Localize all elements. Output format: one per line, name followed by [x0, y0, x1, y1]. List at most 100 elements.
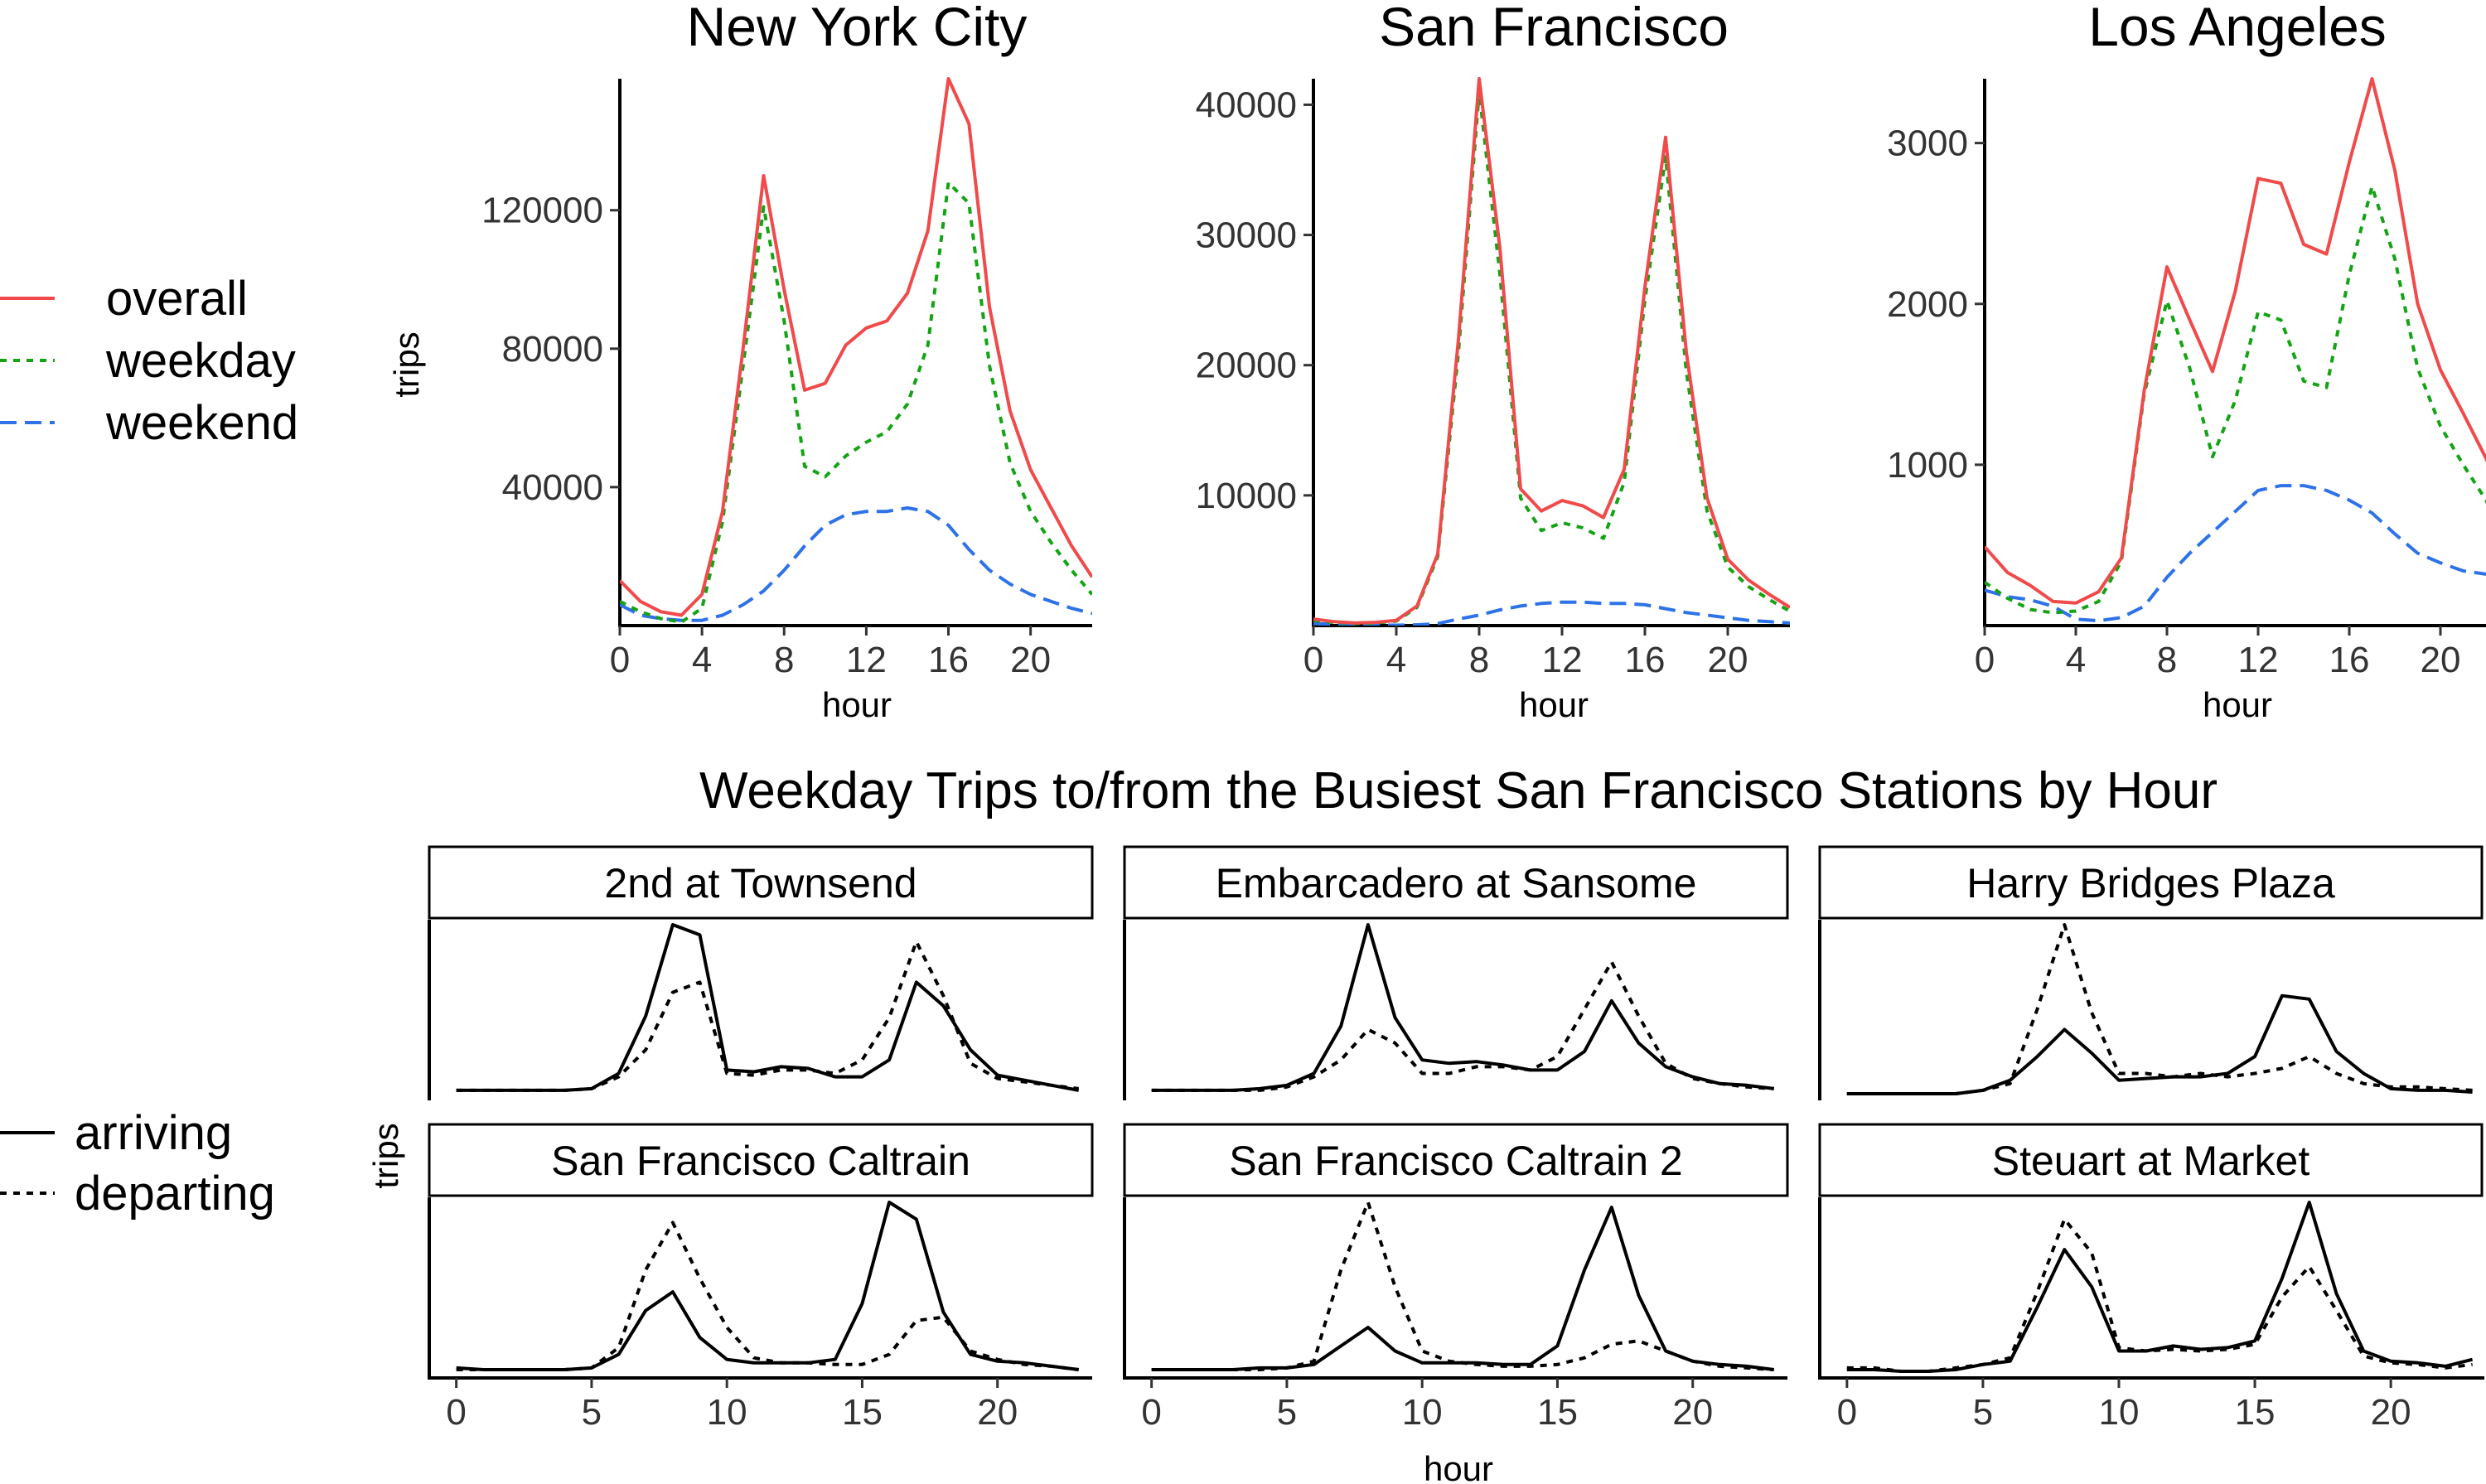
- strip-label: 2nd at Townsend: [604, 860, 917, 906]
- y-tick-label: 40000: [502, 467, 603, 508]
- x-tick-label: 20: [2421, 640, 2461, 680]
- x-tick-label: 0: [1303, 640, 1323, 680]
- y-tick-label: 2000: [1887, 284, 1968, 325]
- panel-la: 0 4 8 12 16 20 1000 2000 3000: [1887, 77, 2486, 680]
- xlabel-sf: hour: [1519, 685, 1589, 724]
- x-tick-label: 0: [1141, 1392, 1161, 1433]
- strip-box: [428, 1123, 1094, 1197]
- panel-title-nyc: New York City: [687, 0, 1028, 57]
- strip-box: [1123, 845, 1789, 920]
- series-line-arriving: [1151, 923, 1774, 1092]
- series-line-arriving: [1846, 993, 2473, 1095]
- x-tick-label: 5: [1277, 1392, 1297, 1433]
- x-tick-label: 20: [2371, 1392, 2411, 1433]
- x-tick-label: 8: [1469, 640, 1489, 680]
- series-line-departing: [1151, 960, 1774, 1092]
- facet-2nd-at-townsend: 2nd at Townsend: [428, 845, 1094, 1100]
- facet-harry-bridges-plaza: Harry Bridges Plaza: [1818, 845, 2484, 1100]
- series-line-overall: [1985, 77, 2486, 605]
- strip-label: San Francisco Caltrain 2: [1229, 1138, 1682, 1184]
- y-tick-label: 30000: [1196, 215, 1297, 256]
- series-line-arriving: [456, 1201, 1079, 1371]
- series-line-departing: [1846, 923, 2473, 1095]
- x-tick-label: 20: [1010, 640, 1051, 680]
- x-tick-label: 0: [446, 1392, 466, 1433]
- x-tick-label: 5: [582, 1392, 602, 1433]
- panel-nyc: 0 4 8 12 16 20 40000 80000 120000: [481, 77, 1092, 680]
- strip-label: Steuart at Market: [1992, 1138, 2310, 1184]
- series-line-weekday: [620, 181, 1092, 624]
- series-line-overall: [620, 77, 1092, 617]
- series-line-weekend: [1313, 600, 1790, 626]
- series-line-arriving: [1846, 1201, 2474, 1373]
- xlabel-bottom: hour: [1424, 1449, 1493, 1484]
- bottom-title: Weekday Trips to/from the Busiest San Fr…: [699, 762, 2218, 819]
- x-tick-label: 12: [1542, 640, 1583, 680]
- panel-title-la: Los Angeles: [2088, 0, 2387, 57]
- x-tick-label: 15: [2235, 1392, 2276, 1433]
- facet-san-francisco-caltrain-2: San Francisco Caltrain 2 0 5 10 15 20: [1123, 1123, 1789, 1433]
- series-line-departing: [1846, 1217, 2473, 1373]
- strip-label: San Francisco Caltrain: [551, 1138, 970, 1184]
- legend-label-departing: departing: [75, 1167, 275, 1221]
- x-tick-label: 4: [2066, 640, 2086, 680]
- x-tick-label: 12: [846, 640, 887, 680]
- legend-label-weekend: weekend: [105, 396, 298, 450]
- x-tick-label: 15: [1537, 1392, 1578, 1433]
- x-tick-label: 16: [928, 640, 969, 680]
- legend-label-weekday: weekday: [105, 334, 296, 388]
- y-tick-label: 80000: [502, 329, 603, 370]
- x-tick-label: 0: [610, 640, 630, 680]
- y-tick-label: 40000: [1196, 85, 1297, 125]
- strip-box: [1818, 1123, 2484, 1197]
- x-tick-label: 4: [692, 640, 712, 680]
- x-tick-label: 16: [1625, 640, 1666, 680]
- facet-embarcadero-at-sansome: Embarcadero at Sansome: [1123, 845, 1789, 1100]
- strip-box: [428, 845, 1094, 920]
- x-tick-label: 20: [977, 1392, 1018, 1433]
- series-line-arriving: [1151, 1206, 1774, 1371]
- series-line-weekend: [620, 506, 1092, 622]
- series-line-weekday: [1313, 89, 1790, 626]
- series-line-arriving: [456, 923, 1080, 1092]
- x-tick-label: 12: [2238, 640, 2279, 680]
- strip-label: Harry Bridges Plaza: [1966, 860, 2335, 906]
- x-tick-label: 4: [1386, 640, 1406, 680]
- facet-steuart-at-market: Steuart at Market 0 5 10 15 20: [1818, 1123, 2484, 1433]
- x-tick-label: 15: [842, 1392, 883, 1433]
- legend-label-arriving: arriving: [75, 1106, 232, 1160]
- strip-box: [1818, 845, 2484, 920]
- ylabel-bottom: trips: [366, 1123, 405, 1188]
- y-tick-label: 3000: [1887, 123, 1968, 164]
- series-line-departing: [456, 1221, 1079, 1371]
- x-tick-label: 10: [2099, 1392, 2140, 1433]
- y-tick-label: 10000: [1196, 476, 1297, 516]
- legend-label-overall: overall: [106, 272, 248, 326]
- xlabel-nyc: hour: [822, 685, 892, 724]
- strip-label: Embarcadero at Sansome: [1216, 860, 1697, 906]
- bottom-legend: arriving departing: [0, 1106, 275, 1221]
- xlabel-la: hour: [2203, 685, 2272, 724]
- x-tick-label: 8: [774, 640, 794, 680]
- x-tick-label: 10: [1402, 1392, 1443, 1433]
- y-tick-label: 1000: [1887, 445, 1968, 486]
- ylabel-top: trips: [387, 331, 426, 397]
- x-tick-label: 8: [2157, 640, 2177, 680]
- strip-box: [1123, 1123, 1789, 1197]
- x-tick-label: 20: [1672, 1392, 1713, 1433]
- x-tick-label: 20: [1708, 640, 1748, 680]
- series-line-departing: [1151, 1201, 1774, 1371]
- x-tick-label: 10: [707, 1392, 747, 1433]
- x-tick-label: 0: [1975, 640, 1995, 680]
- y-tick-label: 120000: [481, 191, 603, 231]
- series-line-weekday: [1985, 185, 2486, 615]
- panel-sf: 0 4 8 12 16 20 10000 20000 30000 40000: [1196, 77, 1790, 680]
- series-line-overall: [1313, 77, 1790, 625]
- x-tick-label: 16: [2329, 640, 2370, 680]
- top-legend: overall weekday weekend: [0, 272, 298, 450]
- x-tick-label: 0: [1837, 1392, 1857, 1433]
- panel-title-sf: San Francisco: [1379, 0, 1729, 57]
- series-line-departing: [456, 940, 1079, 1092]
